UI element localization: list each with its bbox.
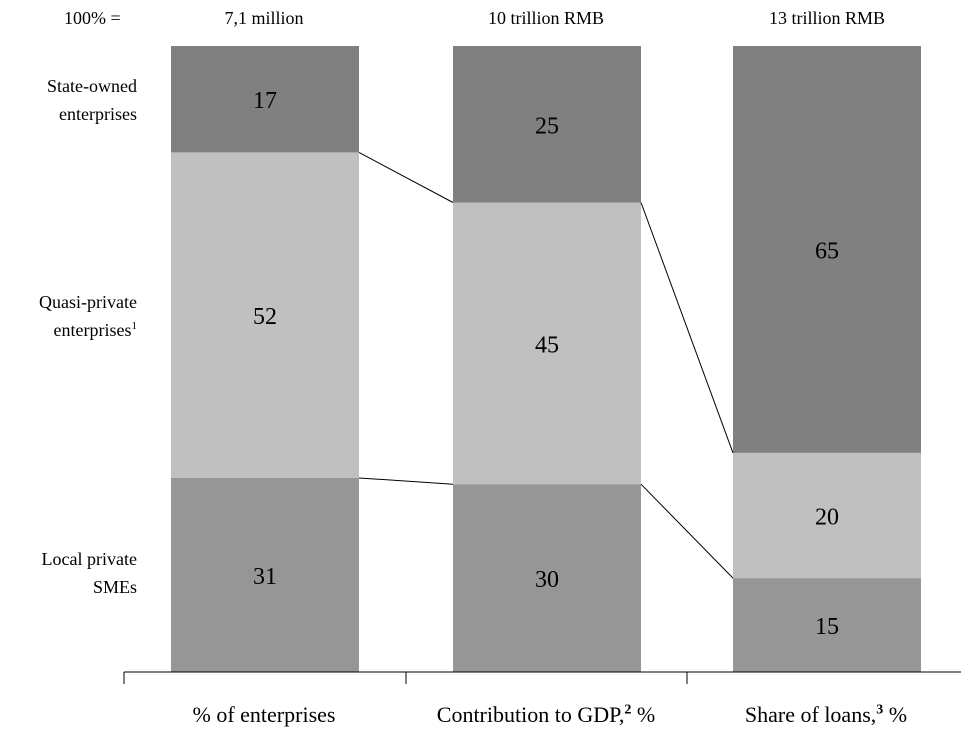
data-label-0-1: 30 [535, 567, 559, 593]
row-label-state-owned: State-owned enterprises [47, 76, 137, 124]
bar-segment-2-1 [453, 46, 641, 203]
bar-segment-1-1 [453, 202, 641, 485]
bar-segment-2-2 [733, 46, 921, 453]
connector-line-0-0 [358, 477, 454, 485]
connector-line-1-0 [640, 483, 734, 579]
total-label-0: 7,1 million [224, 8, 304, 28]
x-label-enterprises: % of enterprises [192, 702, 336, 727]
connector-line-0-1 [358, 151, 454, 203]
data-label-2-1: 25 [535, 113, 559, 139]
x-label-loans: Share of loans,3 % [744, 702, 908, 727]
total-label-2: 13 trillion RMB [768, 8, 885, 28]
bar-segment-1-0 [171, 152, 359, 478]
bar-segment-1-2 [733, 452, 921, 579]
row-label-local-private: Local private SMEs [41, 549, 137, 597]
bar-segment-2-0 [171, 46, 359, 153]
connector-line-1-1 [640, 202, 734, 454]
row-label-quasi-private: Quasi-private enterprises1 [39, 292, 137, 340]
total-label-1: 10 trillion RMB [487, 8, 604, 28]
bar-segment-0-2 [733, 578, 921, 672]
data-label-1-1: 45 [535, 332, 559, 358]
data-label-1-2: 20 [815, 505, 839, 531]
data-label-0-0: 31 [253, 564, 277, 590]
bar-segment-0-0 [171, 477, 359, 672]
totals-label: 100% = [64, 8, 121, 28]
data-label-1-0: 52 [253, 304, 277, 330]
data-label-0-2: 15 [815, 614, 839, 640]
data-label-2-2: 65 [815, 238, 839, 264]
data-label-2-0: 17 [253, 88, 277, 114]
x-label-gdp: Contribution to GDP,2 % [436, 702, 656, 727]
bar-segment-0-1 [453, 484, 641, 672]
